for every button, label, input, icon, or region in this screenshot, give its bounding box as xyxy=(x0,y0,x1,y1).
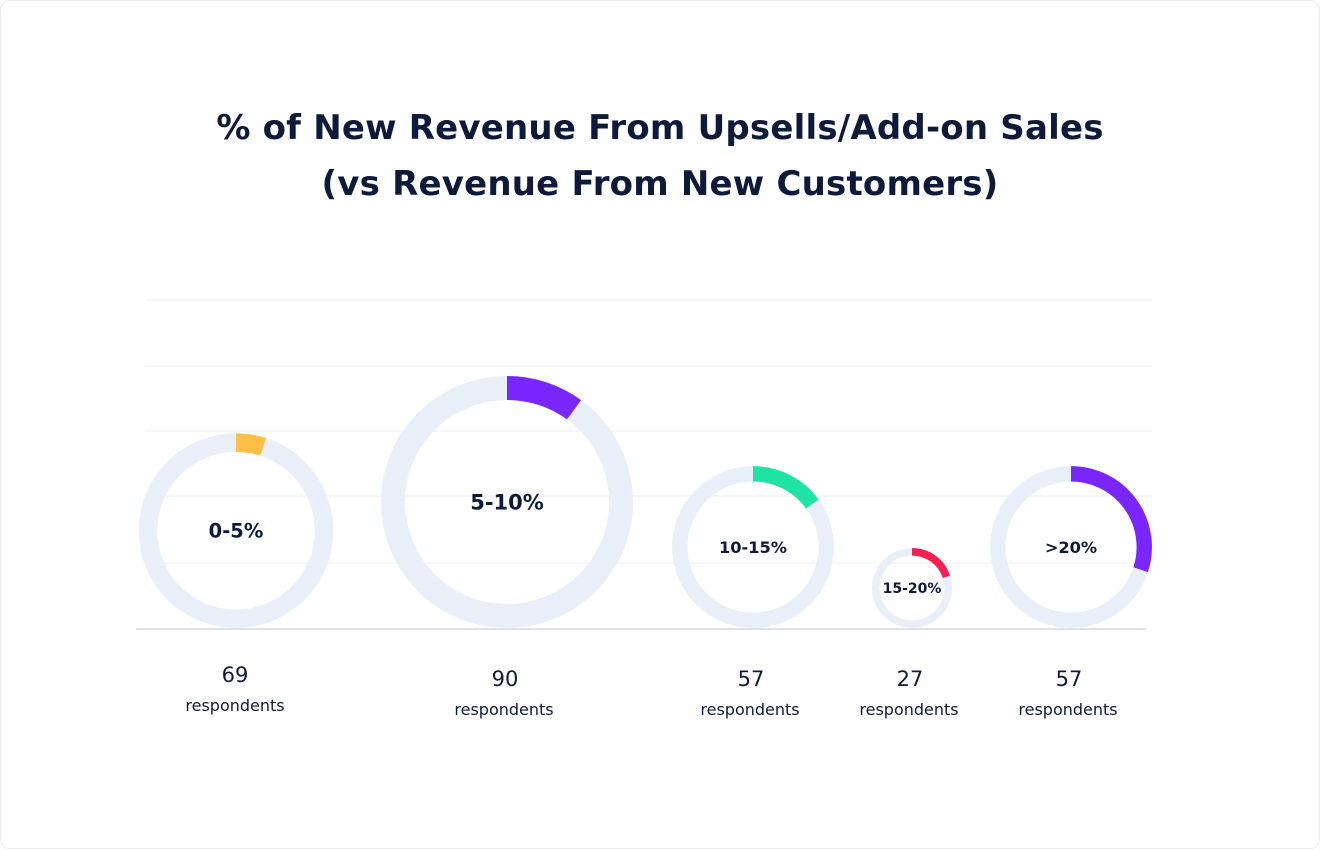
respondent-count: 57 xyxy=(1056,667,1083,691)
chart-title: % of New Revenue From Upsells/Add-on Sal… xyxy=(216,108,1104,148)
donut-2: 5-10% xyxy=(381,376,633,628)
donut-arc xyxy=(752,466,819,509)
respondent-unit: respondents xyxy=(454,700,553,719)
respondent-count: 69 xyxy=(222,663,249,687)
category-label: >20% xyxy=(1045,538,1097,557)
category-label: 10-15% xyxy=(719,538,787,557)
category-label: 15-20% xyxy=(883,581,942,597)
respondent-count: 27 xyxy=(897,667,924,691)
respondent-count: 57 xyxy=(738,667,765,691)
respondent-labels: 69 respondents 90 respondents 57 respondents 2… xyxy=(185,663,1117,719)
donut-arc xyxy=(1070,466,1152,573)
category-label: 5-10% xyxy=(470,491,544,515)
category-label: 0-5% xyxy=(209,520,264,543)
respondent-unit: respondents xyxy=(700,700,799,719)
donut-group: 0-5% 5-10% 10-15% 15-20% >20% xyxy=(138,376,1152,629)
donut-5: >20% xyxy=(990,466,1152,629)
donut-3: 10-15% xyxy=(672,466,834,629)
donut-1: 0-5% xyxy=(138,433,334,629)
respondent-unit: respondents xyxy=(185,696,284,715)
donut-arc xyxy=(235,433,267,456)
donut-4: 15-20% xyxy=(871,547,952,628)
chart-subtitle: (vs Revenue From New Customers) xyxy=(321,164,999,204)
donut-arc xyxy=(911,548,951,579)
respondent-unit: respondents xyxy=(1018,700,1117,719)
respondent-unit: respondents xyxy=(859,700,958,719)
donut-arc xyxy=(506,376,582,420)
respondent-count: 90 xyxy=(492,667,519,691)
